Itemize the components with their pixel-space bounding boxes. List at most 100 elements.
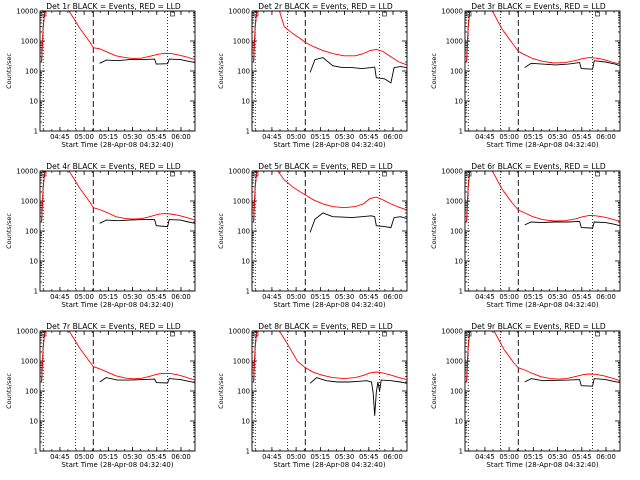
panel-5: Det 5r BLACK = Events, RED = LLD 1 10 100 10… bbox=[217, 162, 408, 309]
y-axis-label: Counts/sec bbox=[5, 373, 13, 409]
corner-marker bbox=[466, 331, 472, 337]
corner-marker bbox=[382, 171, 387, 177]
x-tick-label: 05:15 bbox=[524, 293, 544, 301]
corner-marker bbox=[41, 171, 47, 177]
x-axis-label: Start Time (28-Apr-08 04:32:40) bbox=[273, 301, 385, 309]
y-tick-label: 10 bbox=[241, 258, 250, 266]
corner-marker bbox=[382, 331, 387, 337]
x-tick-label: 05:00 bbox=[74, 453, 94, 461]
plot-area bbox=[466, 331, 620, 387]
y-tick-label: 10 bbox=[454, 98, 463, 106]
x-axis-label: Start Time (28-Apr-08 04:32:40) bbox=[486, 141, 598, 149]
lld-series-line bbox=[253, 171, 407, 223]
x-tick-label: 05:15 bbox=[311, 133, 331, 141]
plot-area bbox=[41, 171, 195, 228]
x-tick-label: 06:00 bbox=[171, 133, 191, 141]
y-tick-label: 10000 bbox=[228, 328, 250, 336]
y-axis-label: Counts/sec bbox=[5, 53, 13, 89]
y-tick-label: 10000 bbox=[441, 8, 463, 16]
y-tick-label: 100 bbox=[450, 68, 463, 76]
corner-marker bbox=[595, 171, 600, 177]
x-tick-label: 05:30 bbox=[548, 453, 568, 461]
x-tick-label: 06:00 bbox=[383, 453, 403, 461]
x-axis-label: Start Time (28-Apr-08 04:32:40) bbox=[486, 461, 598, 469]
x-tick-label: 06:00 bbox=[596, 293, 616, 301]
plot-area bbox=[41, 331, 195, 384]
y-tick-label: 10 bbox=[29, 258, 38, 266]
x-tick-label: 05:45 bbox=[359, 133, 379, 141]
x-tick-label: 04:45 bbox=[475, 453, 495, 461]
x-tick-label: 05:15 bbox=[311, 453, 331, 461]
plot-area bbox=[466, 11, 620, 70]
plot-area bbox=[253, 11, 407, 84]
x-tick-label: 04:45 bbox=[475, 133, 495, 141]
x-tick-label: 05:15 bbox=[524, 453, 544, 461]
x-tick-label: 06:00 bbox=[596, 453, 616, 461]
corner-marker bbox=[595, 331, 600, 337]
x-tick-label: 04:45 bbox=[475, 293, 495, 301]
corner-marker bbox=[41, 11, 47, 17]
plot-frame bbox=[39, 170, 196, 292]
y-tick-label: 1000 bbox=[233, 38, 250, 46]
corner-marker bbox=[466, 171, 472, 177]
panel-title: Det 1r BLACK = Events, RED = LLD bbox=[46, 2, 181, 11]
y-tick-label: 100 bbox=[25, 388, 38, 396]
panel-8: Det 8r BLACK = Events, RED = LLD 1 10 100 10… bbox=[217, 322, 408, 469]
x-tick-label: 05:30 bbox=[548, 293, 568, 301]
y-tick-label: 10000 bbox=[16, 328, 38, 336]
lld-series-line bbox=[41, 171, 195, 223]
panel-title: Det 2r BLACK = Events, RED = LLD bbox=[258, 2, 393, 11]
x-tick-label: 05:45 bbox=[147, 453, 167, 461]
events-series-line bbox=[524, 60, 620, 70]
y-axis-label: Counts/sec bbox=[217, 213, 225, 249]
y-tick-label: 10000 bbox=[441, 328, 463, 336]
x-tick-label: 05:00 bbox=[74, 133, 94, 141]
panel-title: Det 8r BLACK = Events, RED = LLD bbox=[258, 322, 393, 331]
plot-frame bbox=[464, 330, 621, 452]
y-tick-label: 1 bbox=[34, 448, 38, 456]
plot-area bbox=[41, 11, 195, 65]
y-tick-label: 1 bbox=[246, 448, 250, 456]
y-tick-label: 10 bbox=[29, 98, 38, 106]
plot-frame bbox=[39, 330, 196, 452]
x-tick-label: 05:15 bbox=[524, 133, 544, 141]
events-series-line bbox=[309, 377, 407, 416]
x-axis-label: Start Time (28-Apr-08 04:32:40) bbox=[61, 461, 173, 469]
panel-title: Det 7r BLACK = Events, RED = LLD bbox=[46, 322, 181, 331]
x-tick-label: 04:45 bbox=[50, 453, 70, 461]
panel-9: Det 9r BLACK = Events, RED = LLD 1 10 100 10… bbox=[430, 322, 621, 469]
x-tick-label: 05:45 bbox=[572, 453, 592, 461]
x-tick-label: 05:30 bbox=[335, 133, 355, 141]
plot-area bbox=[253, 171, 407, 233]
events-series-line bbox=[99, 58, 195, 65]
corner-marker bbox=[253, 331, 259, 337]
plot-frame bbox=[251, 330, 408, 452]
y-axis-label: Counts/sec bbox=[430, 373, 438, 409]
corner-marker bbox=[382, 11, 387, 17]
y-tick-label: 10000 bbox=[441, 168, 463, 176]
y-tick-label: 1 bbox=[34, 128, 38, 136]
x-tick-label: 06:00 bbox=[596, 133, 616, 141]
corner-marker bbox=[170, 171, 175, 177]
y-tick-label: 1000 bbox=[233, 198, 250, 206]
panel-title: Det 4r BLACK = Events, RED = LLD bbox=[46, 162, 181, 171]
lld-series-line bbox=[466, 331, 620, 383]
x-tick-label: 05:30 bbox=[335, 293, 355, 301]
events-series-line bbox=[524, 220, 620, 229]
x-tick-label: 05:00 bbox=[286, 453, 306, 461]
lld-series-line bbox=[253, 331, 407, 383]
y-tick-label: 1000 bbox=[21, 358, 38, 366]
y-tick-label: 10000 bbox=[228, 8, 250, 16]
y-tick-label: 10000 bbox=[16, 168, 38, 176]
events-series-line bbox=[309, 212, 407, 233]
x-tick-label: 05:30 bbox=[123, 453, 143, 461]
events-series-line bbox=[309, 57, 407, 84]
plot-area bbox=[466, 171, 620, 229]
y-tick-label: 1000 bbox=[446, 198, 463, 206]
y-tick-label: 1000 bbox=[446, 358, 463, 366]
x-tick-label: 05:30 bbox=[123, 293, 143, 301]
x-tick-label: 06:00 bbox=[171, 453, 191, 461]
y-tick-label: 100 bbox=[237, 68, 250, 76]
y-tick-label: 10 bbox=[454, 418, 463, 426]
y-axis-label: Counts/sec bbox=[430, 213, 438, 249]
